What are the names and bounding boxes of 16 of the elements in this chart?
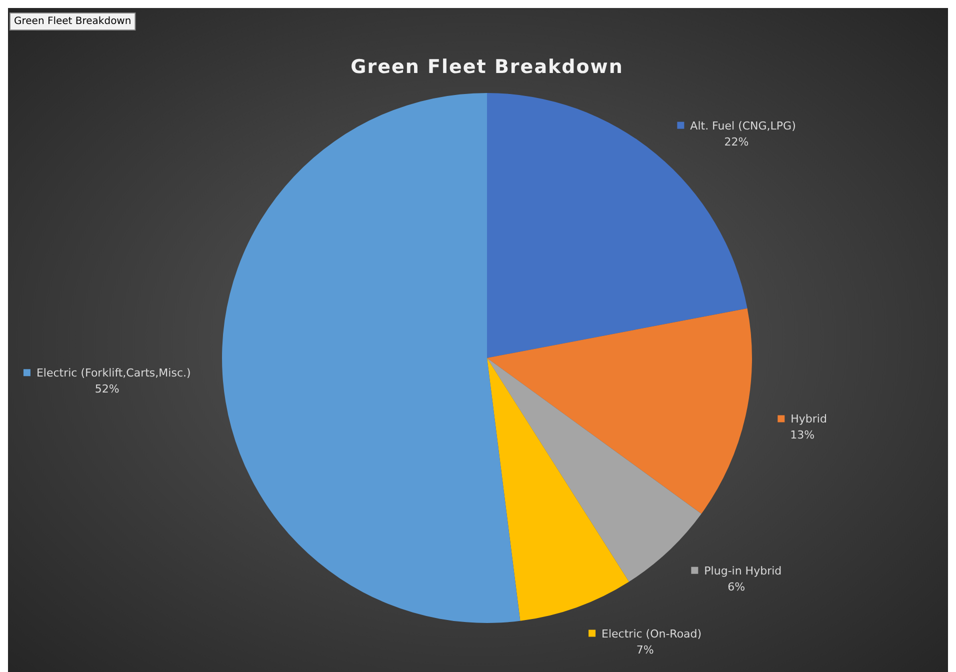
data-label: 7% xyxy=(636,643,654,656)
pie-slice xyxy=(222,93,520,623)
legend-label: Electric (On-Road) xyxy=(602,627,702,640)
data-label: 6% xyxy=(728,580,746,594)
pie-slice xyxy=(487,358,629,621)
chart-title: Green Fleet Breakdown xyxy=(350,56,624,78)
data-label: 22% xyxy=(724,135,749,148)
pie-slice xyxy=(487,358,702,582)
legend-label: Hybrid xyxy=(790,412,827,426)
data-label: 13% xyxy=(790,428,815,442)
legend-label: Alt. Fuel (CNG,LPG) xyxy=(690,119,796,132)
legend-label: Plug-in Hybrid xyxy=(704,564,782,578)
text: Green Fleet Breakdown xyxy=(14,16,132,27)
legend-label: Electric (Forklift,Carts,Misc.) xyxy=(36,366,191,380)
pie-slice xyxy=(487,308,752,514)
data-label: 52% xyxy=(94,382,120,396)
